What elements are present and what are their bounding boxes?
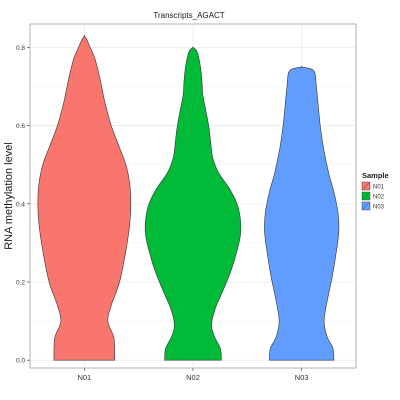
legend: Sample N01 N02 N03 (361, 171, 389, 211)
x-tick-label: N02 (186, 373, 200, 382)
legend-title: Sample (362, 171, 389, 180)
y-tick-label: 0.6 (16, 123, 25, 130)
y-tick-label: 0.4 (16, 201, 25, 208)
violin-n03 (264, 66, 340, 361)
legend-label-n03: N03 (373, 205, 385, 211)
legend-label-n01: N01 (373, 185, 385, 191)
chart-title: Transcripts_AGACT (153, 11, 224, 20)
x-tick-label: N01 (77, 373, 91, 382)
legend-key-slash (362, 182, 370, 190)
y-tick-label: 0.8 (16, 45, 25, 52)
legend-label-n02: N02 (373, 195, 385, 201)
y-tick-label: 0.0 (16, 358, 25, 365)
legend-key-slash (362, 192, 370, 200)
x-tick-label: N03 (295, 373, 309, 382)
plot-panel: 0.0 0.2 0.4 0.6 0.8 N01 N02 N03 (16, 23, 357, 382)
y-tick-label: 0.2 (16, 280, 25, 287)
legend-key-slash (362, 202, 370, 210)
violin-n01 (37, 34, 132, 361)
y-axis-label: RNA methylation level (3, 142, 15, 250)
violin-n02 (144, 46, 242, 361)
